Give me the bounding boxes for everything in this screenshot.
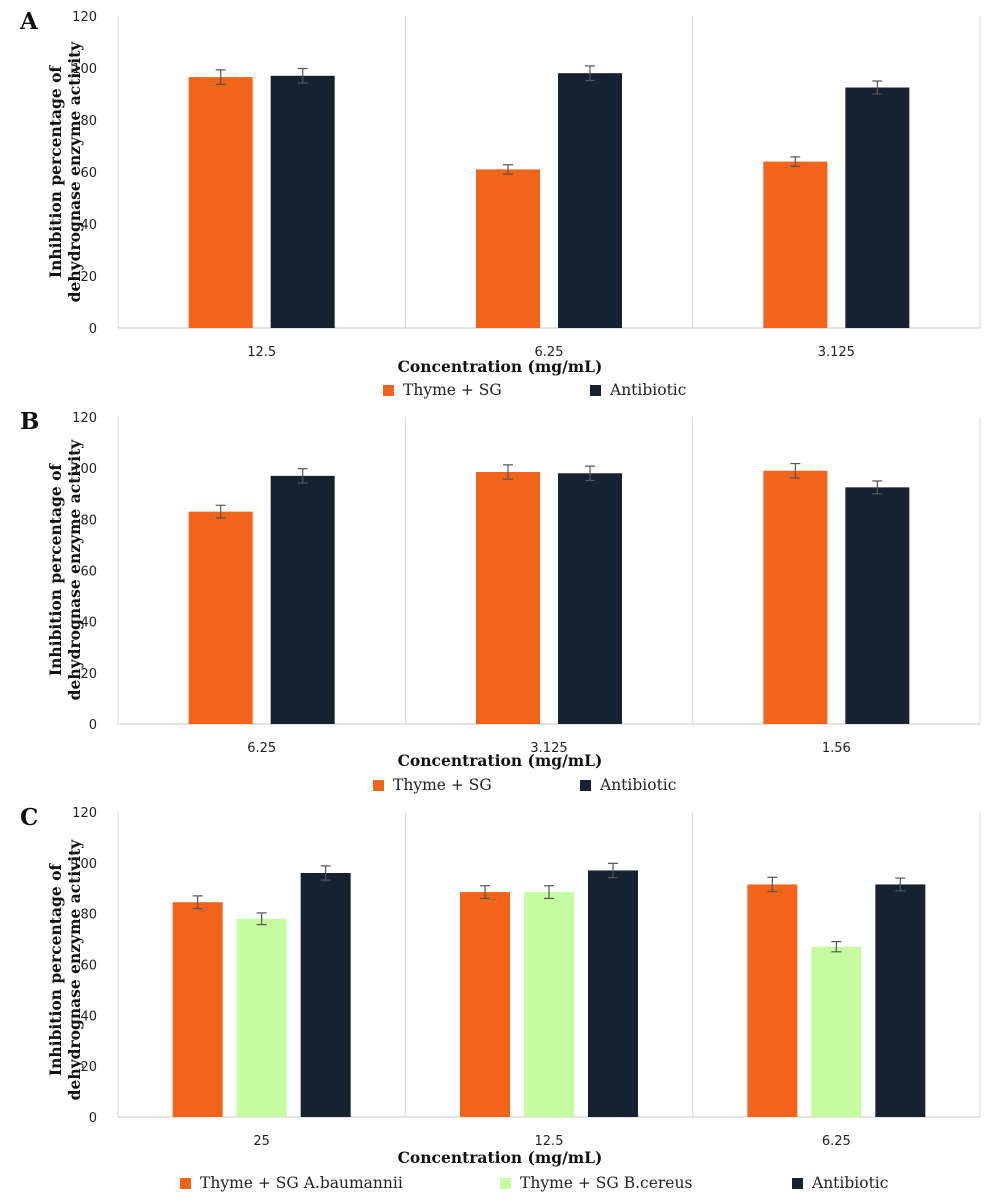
y-tick-label: 120 — [72, 806, 97, 821]
x-tick-label: 12.5 — [247, 345, 276, 360]
panel-letter: B — [20, 408, 40, 435]
legend-label: Antibiotic — [610, 381, 687, 399]
legend-label: Thyme + SG — [403, 381, 502, 399]
bar — [460, 892, 510, 1117]
legend-item-thyme-sg: Thyme + SG — [383, 381, 502, 399]
bar — [476, 472, 540, 724]
y-tick-label: 0 — [89, 1111, 97, 1126]
panel-letter: C — [20, 804, 39, 831]
legend-label: Antibiotic — [812, 1174, 889, 1192]
x-tick-label: 6.25 — [247, 741, 276, 756]
y-tick-label: 20 — [80, 1060, 97, 1075]
x-tick-label: 6.25 — [535, 345, 564, 360]
bar — [558, 73, 622, 328]
x-axis-label: Concentration (mg/mL) — [397, 751, 603, 770]
y-tick-label: 20 — [80, 667, 97, 682]
y-tick-label: 20 — [80, 270, 97, 285]
x-tick-label: 3.125 — [818, 345, 855, 360]
legend-label: Thyme + SG — [393, 776, 492, 794]
legend-item-thyme-sg-b-cereus: Thyme + SG B.cereus — [500, 1174, 692, 1192]
bar — [811, 946, 862, 1117]
y-tick-label: 120 — [72, 10, 97, 25]
legend-swatch — [590, 384, 601, 396]
y-tick-label: 80 — [80, 513, 97, 528]
legend-item-antibiotic: Antibiotic — [792, 1174, 888, 1192]
legend-swatch — [373, 779, 384, 791]
x-tick-label: 3.125 — [530, 741, 567, 756]
bar — [845, 487, 910, 724]
y-tick-label: 60 — [80, 959, 97, 974]
y-tick-label: 100 — [72, 857, 97, 872]
x-tick-label: 1.56 — [822, 741, 851, 756]
legend-label: Antibiotic — [600, 776, 677, 794]
bar — [188, 511, 253, 724]
x-axis-label: Concentration (mg/mL) — [397, 357, 603, 376]
legend-swatch — [792, 1177, 803, 1189]
y-tick-label: 0 — [89, 322, 97, 337]
chart-panel-c: C Inhibition percentage of dehydrognase … — [0, 796, 1000, 1204]
bar-chart-a: 0 20 40 60 80 100 120 12.5 6.25 3.125 — [72, 10, 981, 360]
legend: Thyme + SG Antibiotic — [0, 381, 1000, 403]
legend-label: Thyme + SG A.baumannii — [200, 1174, 403, 1192]
y-tick-label: 80 — [80, 114, 97, 129]
y-tick-label: 0 — [89, 718, 97, 733]
x-tick-label: 25 — [253, 1134, 270, 1149]
legend-swatch — [580, 779, 591, 791]
bar — [172, 902, 223, 1117]
bar — [524, 892, 574, 1117]
bar — [875, 884, 926, 1117]
legend: Thyme + SG A.baumannii Thyme + SG B.cere… — [0, 1174, 1000, 1196]
y-tick-label: 100 — [72, 62, 97, 77]
legend-item-thyme-sg-a-baumannii: Thyme + SG A.baumannii — [180, 1174, 403, 1192]
bar — [763, 161, 828, 328]
y-tick-label: 60 — [80, 565, 97, 580]
bar — [588, 870, 638, 1117]
bar — [747, 884, 798, 1117]
legend: Thyme + SG Antibiotic — [0, 776, 1000, 798]
y-tick-label: 80 — [80, 908, 97, 923]
bar-chart-c: 0 20 40 60 80 100 120 25 12.5 6.25 — [72, 806, 981, 1149]
bar — [270, 75, 335, 328]
legend-item-thyme-sg: Thyme + SG — [373, 776, 492, 794]
legend-item-antibiotic: Antibiotic — [590, 381, 686, 399]
bar — [188, 77, 253, 328]
panel-letter: A — [20, 8, 38, 35]
bar — [845, 87, 910, 328]
bar — [236, 918, 287, 1117]
legend-swatch — [383, 384, 394, 396]
bar — [476, 169, 540, 328]
legend-item-antibiotic: Antibiotic — [580, 776, 676, 794]
bar — [300, 873, 351, 1117]
x-tick-label: 6.25 — [822, 1134, 851, 1149]
y-tick-label: 60 — [80, 166, 97, 181]
y-tick-label: 40 — [80, 616, 97, 631]
bar-chart-b: 0 20 40 60 80 100 120 6.25 3.125 1.56 — [72, 411, 981, 756]
x-tick-label: 12.5 — [535, 1134, 564, 1149]
chart-panel-a: A Inhibition percentage of dehydrognase … — [0, 0, 1000, 400]
y-tick-label: 120 — [72, 411, 97, 426]
bar — [270, 475, 335, 724]
chart-panel-b: B Inhibition percentage of dehydrognase … — [0, 400, 1000, 796]
y-tick-label: 40 — [80, 218, 97, 233]
bar — [558, 473, 622, 724]
y-tick-label: 100 — [72, 462, 97, 477]
legend-swatch — [500, 1177, 511, 1189]
legend-swatch — [180, 1177, 191, 1189]
bar — [763, 470, 828, 724]
x-axis-label: Concentration (mg/mL) — [397, 1148, 603, 1167]
y-tick-label: 40 — [80, 1009, 97, 1024]
legend-label: Thyme + SG B.cereus — [520, 1174, 693, 1192]
